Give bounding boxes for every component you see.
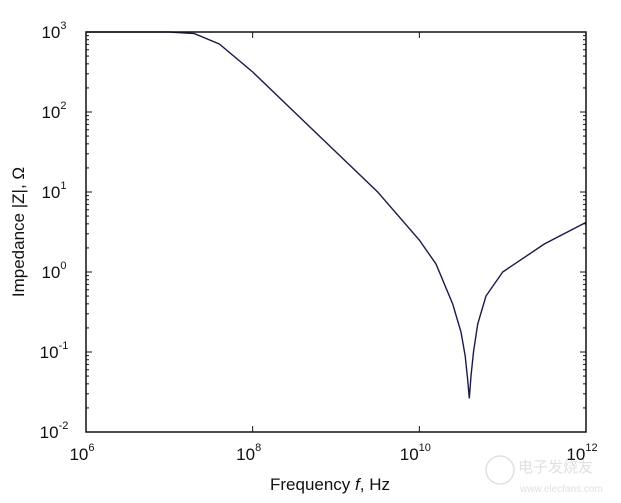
y-tick-labels: 103 102 101 100 10-1 10-2 [40,20,69,442]
y-axis-title: Impedance |Z|, Ω [9,167,28,297]
impedance-curve [86,31,587,399]
x-tick-label: 1012 [566,442,597,464]
svg-text:电子发烧友: 电子发烧友 [518,459,593,476]
x-tick-label: 1010 [400,442,431,464]
x-tick-label: 108 [236,442,261,464]
y-tick-label: 10-2 [40,420,69,442]
ticks [85,32,586,433]
watermark-logo: 电子发烧友 www.elecfans.com [485,455,603,495]
plot-frame [85,31,587,433]
x-axis-title: Frequency f, Hz [270,475,390,494]
y-tick-label: 101 [41,180,66,202]
y-tick-label: 102 [41,100,66,122]
y-tick-label: 100 [41,260,66,282]
x-tick-labels: 106 108 1010 1012 [69,442,597,464]
y-tick-label: 103 [41,20,66,42]
y-tick-label: 10-1 [40,340,69,362]
x-tick-label: 106 [69,442,94,464]
svg-text:www.elecfans.com: www.elecfans.com [519,484,603,495]
